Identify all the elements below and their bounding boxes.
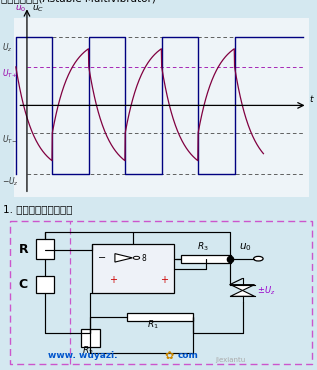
Bar xyxy=(81,329,100,347)
Text: $u_0$: $u_0$ xyxy=(239,242,252,253)
Polygon shape xyxy=(230,285,255,290)
Text: com: com xyxy=(178,351,198,360)
Text: 方波产生电路(Astable Multivibrator): 方波产生电路(Astable Multivibrator) xyxy=(1,0,156,3)
Text: $-$: $-$ xyxy=(97,251,106,261)
Text: www. wuyazi.: www. wuyazi. xyxy=(48,351,117,360)
Text: $\pm U_z$: $\pm U_z$ xyxy=(257,284,275,297)
Text: 8: 8 xyxy=(141,254,146,263)
FancyBboxPatch shape xyxy=(14,18,309,197)
Text: $u_0$: $u_0$ xyxy=(15,3,27,14)
Text: R: R xyxy=(18,243,28,256)
Text: $+$: $+$ xyxy=(109,274,118,285)
Text: ✿: ✿ xyxy=(165,351,174,361)
Bar xyxy=(92,244,174,293)
Text: $R_1$: $R_1$ xyxy=(147,319,159,331)
Bar xyxy=(36,276,54,293)
Text: C: C xyxy=(18,278,28,291)
Text: $R_2$: $R_2$ xyxy=(82,345,94,357)
Text: 1. 电路组成和输出波形: 1. 电路组成和输出波形 xyxy=(3,204,73,214)
Polygon shape xyxy=(230,290,255,296)
Circle shape xyxy=(133,256,139,259)
Text: $U_{T+}$: $U_{T+}$ xyxy=(2,68,17,80)
Text: jiexiantu: jiexiantu xyxy=(216,357,246,363)
Bar xyxy=(181,255,231,263)
Bar xyxy=(127,313,193,321)
Text: $U_z$: $U_z$ xyxy=(2,41,12,54)
Text: $t$: $t$ xyxy=(309,93,315,104)
Text: $u_C$: $u_C$ xyxy=(32,3,44,14)
Bar xyxy=(36,239,54,259)
Text: $U_{T-}$: $U_{T-}$ xyxy=(2,134,17,146)
Polygon shape xyxy=(115,253,133,262)
Text: $R_3$: $R_3$ xyxy=(197,240,208,253)
Text: $+$: $+$ xyxy=(160,274,169,285)
Text: $-U_z$: $-U_z$ xyxy=(2,175,18,188)
Circle shape xyxy=(254,256,263,261)
